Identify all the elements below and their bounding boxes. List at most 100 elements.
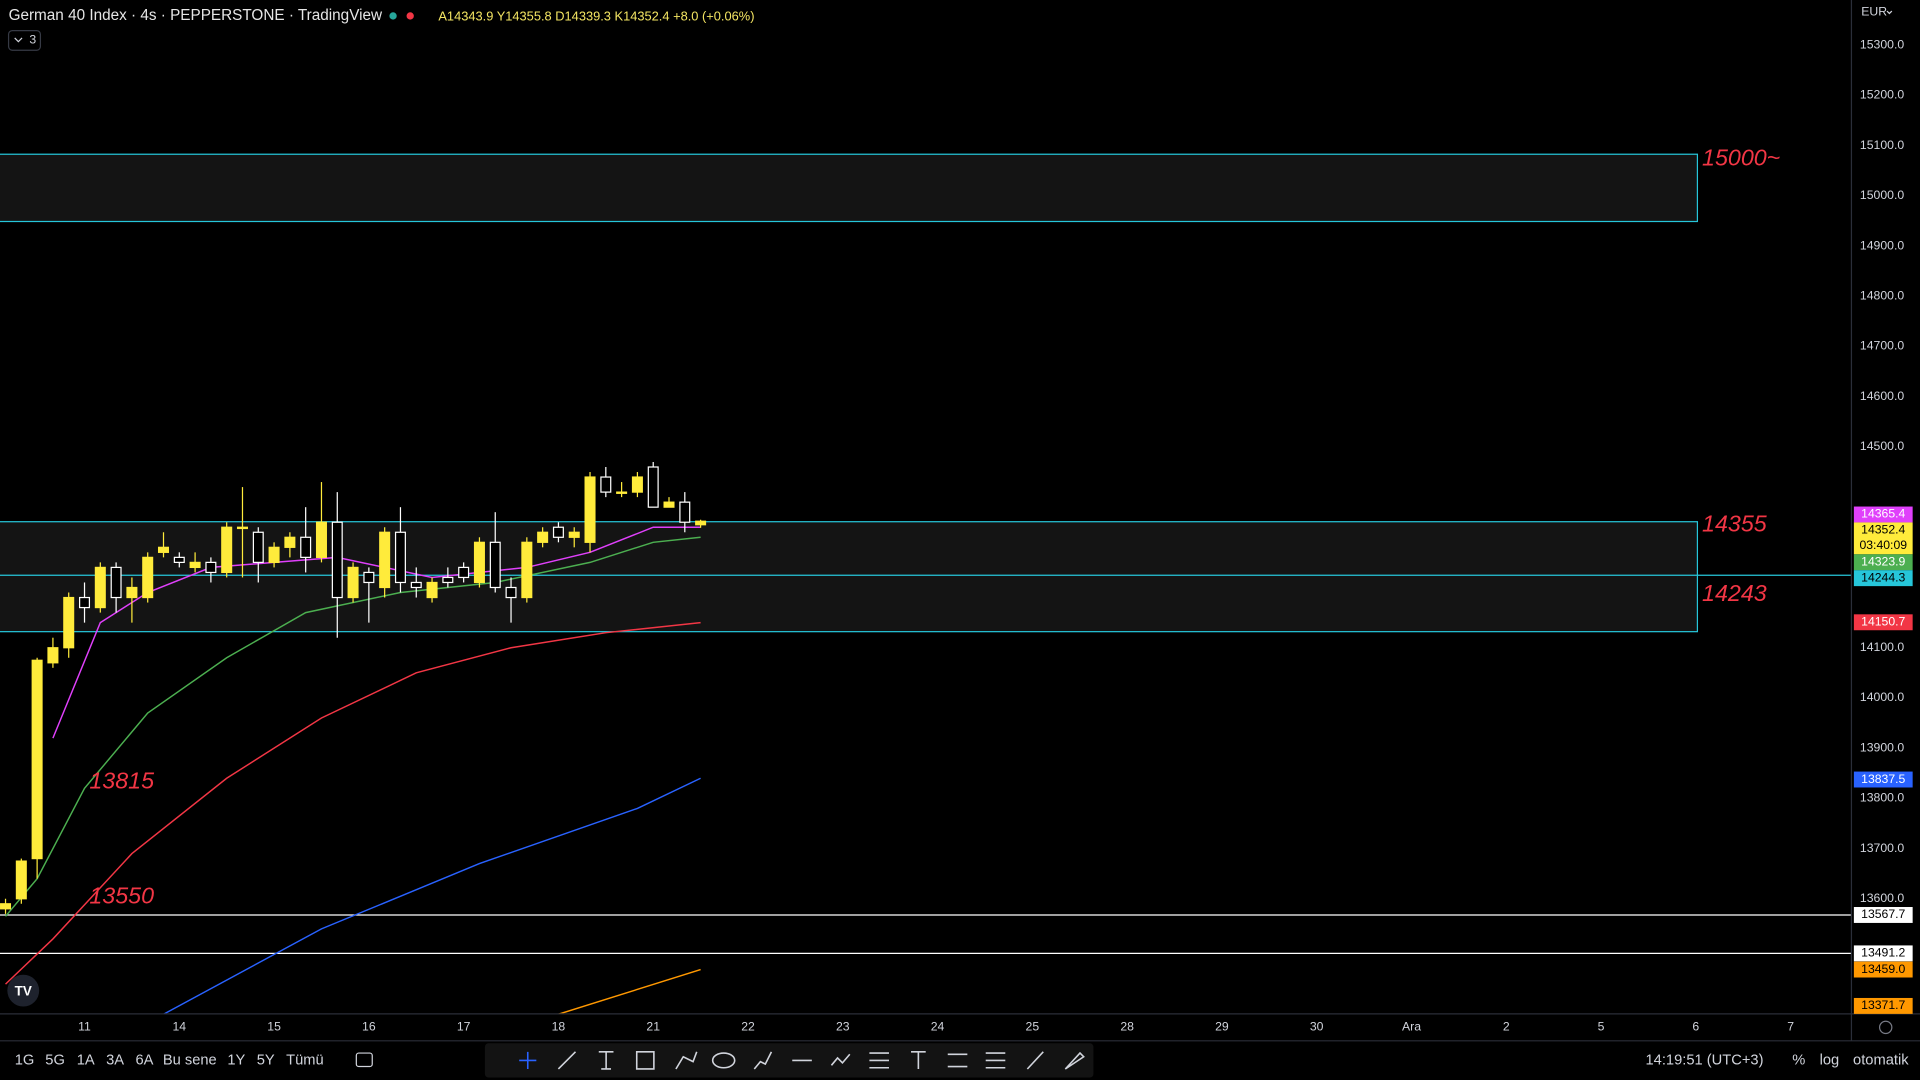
price-tag: [1853, 961, 1913, 978]
drawing-tool[interactable]: [869, 1052, 889, 1069]
candle-body: [695, 520, 707, 526]
moving-average: [163, 777, 701, 1014]
x-tick-label: 24: [931, 1020, 945, 1034]
candle-body: [63, 596, 75, 649]
candle-body: [568, 531, 580, 538]
zone: [0, 153, 1699, 223]
drawing-tool[interactable]: [947, 1053, 968, 1068]
price-tag-label: 14352.4: [1861, 523, 1905, 537]
symbol-title[interactable]: German 40 Index · 4s · PEPPERSTONE · Tra…: [9, 7, 383, 24]
price-note: 13815: [89, 768, 154, 794]
y-tick-label: 13700.0: [1860, 841, 1904, 855]
y-tick-label: 15000.0: [1860, 188, 1904, 202]
candle-body: [647, 466, 659, 508]
price-note: 13550: [89, 883, 154, 909]
drawing-tool[interactable]: [711, 1052, 736, 1069]
price-tag-label: 14150.7: [1861, 615, 1905, 629]
x-tick-label: 23: [836, 1020, 850, 1034]
candle-body: [663, 501, 675, 508]
x-tick-label: 21: [646, 1020, 660, 1034]
svg-text:TV: TV: [15, 983, 32, 998]
drawing-tool[interactable]: [598, 1051, 614, 1070]
x-tick-label: 17: [457, 1020, 471, 1034]
candle-body: [300, 536, 312, 558]
drawing-tool[interactable]: [1026, 1051, 1044, 1070]
period-button[interactable]: 1A: [77, 1052, 95, 1068]
drawing-tool[interactable]: [830, 1053, 851, 1066]
candle-body: [600, 476, 612, 493]
period-button[interactable]: Tümü: [286, 1052, 324, 1068]
candle-body: [315, 521, 327, 558]
candle-body: [126, 586, 138, 599]
x-tick-label: 28: [1120, 1020, 1134, 1034]
currency-label[interactable]: EUR: [1861, 4, 1887, 18]
price-tag: [1853, 997, 1913, 1014]
settings-icon[interactable]: [1878, 1020, 1893, 1035]
drawing-tool[interactable]: [519, 1051, 537, 1069]
period-button[interactable]: Bu sene: [163, 1052, 217, 1068]
drawing-tool[interactable]: [985, 1052, 1006, 1069]
period-button[interactable]: 5Y: [257, 1052, 275, 1068]
price-note: 15000~: [1702, 144, 1780, 170]
candle-body: [189, 561, 201, 569]
period-button[interactable]: 1G: [15, 1052, 35, 1068]
price-tag: [1853, 522, 1913, 555]
bottom-toolbar: 1G 5G 1A 3A 6A Bu sene 1Y 5Y Tümü 14:19:51 (UTC+3…: [15, 1043, 1909, 1078]
x-tick-label: Ara: [1402, 1020, 1421, 1034]
x-tick-label: 14: [172, 1020, 186, 1034]
axes: 15300.0 15200.0 15100.0 15000.0 14900.0 14800…: [78, 38, 1913, 1034]
candle-body: [379, 531, 391, 589]
candle-body: [426, 581, 438, 599]
ohlc-values: A14343.9 Y14355.8 D14339.3 K14352.4 +8.0…: [438, 9, 754, 24]
drawing-tool[interactable]: [557, 1051, 577, 1070]
candle-body: [458, 566, 470, 579]
drawing-tool[interactable]: [911, 1051, 926, 1069]
price-tag-label: 14244.3: [1861, 570, 1905, 584]
y-tick-label: 15100.0: [1860, 138, 1904, 152]
scale-option[interactable]: otomatik: [1853, 1052, 1909, 1068]
period-button[interactable]: 6A: [136, 1052, 154, 1068]
price-tag: [1853, 506, 1913, 523]
candle-body: [284, 536, 296, 548]
y-tick-label: 13900.0: [1860, 740, 1904, 754]
candle-body: [442, 576, 454, 584]
compare-icon[interactable]: [355, 1052, 373, 1068]
price-tag: [1853, 907, 1913, 923]
x-tick-label: 18: [552, 1020, 566, 1034]
x-tick-label: 30: [1310, 1020, 1324, 1034]
candle-body: [347, 566, 359, 599]
x-tick-label: 5: [1598, 1020, 1605, 1034]
candle-body: [363, 571, 375, 584]
period-button[interactable]: 5G: [45, 1052, 65, 1068]
x-tick-label: 29: [1215, 1020, 1229, 1034]
candle-body: [0, 903, 12, 910]
y-tick-label: 14100.0: [1860, 640, 1904, 654]
candle-body: [268, 546, 280, 564]
countdown: 03:40:09: [1859, 538, 1907, 552]
indicators-toggle[interactable]: [7, 30, 42, 51]
moving-average: [5, 621, 701, 985]
candle-body: [236, 526, 248, 530]
candle-body: [473, 541, 485, 584]
candle-body: [584, 476, 596, 543]
status-dot: [406, 12, 414, 20]
x-tick-label: 6: [1692, 1020, 1699, 1034]
drawing-tool[interactable]: [753, 1051, 773, 1070]
drawing-tool[interactable]: [635, 1051, 655, 1070]
moving-average: [4, 536, 701, 917]
period-button[interactable]: 1Y: [227, 1052, 245, 1068]
y-tick-label: 14900.0: [1860, 238, 1904, 252]
status-dot: [389, 12, 397, 20]
drawing-tool[interactable]: [1064, 1051, 1085, 1070]
scale-option[interactable]: %: [1792, 1052, 1805, 1068]
candle-body: [505, 586, 517, 599]
x-tick-label: 16: [362, 1020, 376, 1034]
scale-option[interactable]: log: [1820, 1052, 1840, 1068]
period-button[interactable]: 3A: [106, 1052, 124, 1068]
drawing-tool[interactable]: [675, 1051, 698, 1070]
candle-body: [331, 521, 343, 599]
candle-body: [79, 596, 91, 609]
chevron-icon: [1886, 10, 1893, 15]
